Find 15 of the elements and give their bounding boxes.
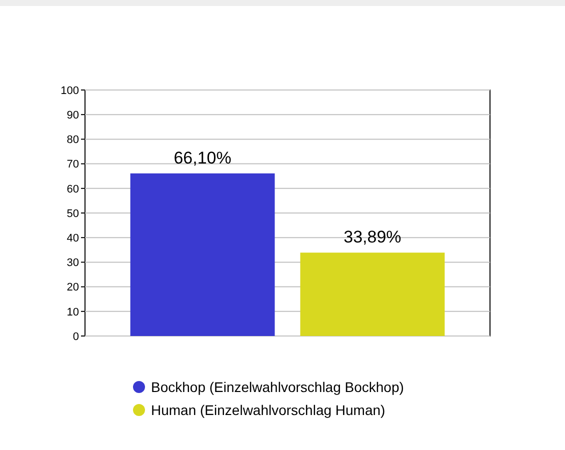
y-tick-label: 40 bbox=[66, 232, 79, 244]
y-tick-label: 80 bbox=[66, 134, 79, 146]
y-tick-label: 60 bbox=[66, 183, 79, 196]
data-label: 33,89% bbox=[344, 228, 402, 247]
legend-label: Bockhop (Einzelwahlvorschlag Bockhop) bbox=[151, 378, 404, 395]
y-tick-label: 0 bbox=[72, 330, 79, 343]
y-tick-label: 90 bbox=[66, 109, 79, 122]
y-tick-label: 20 bbox=[66, 282, 79, 294]
y-tick-label: 50 bbox=[66, 208, 79, 220]
y-tick-label: 70 bbox=[66, 158, 79, 171]
y-tick-label: 100 bbox=[60, 84, 79, 97]
legend-label: Human (Einzelwahlvorschlag Human) bbox=[151, 402, 386, 418]
y-tick-label: 30 bbox=[66, 257, 79, 270]
data-label: 66,10% bbox=[174, 148, 232, 168]
y-tick-label: 10 bbox=[66, 306, 79, 318]
